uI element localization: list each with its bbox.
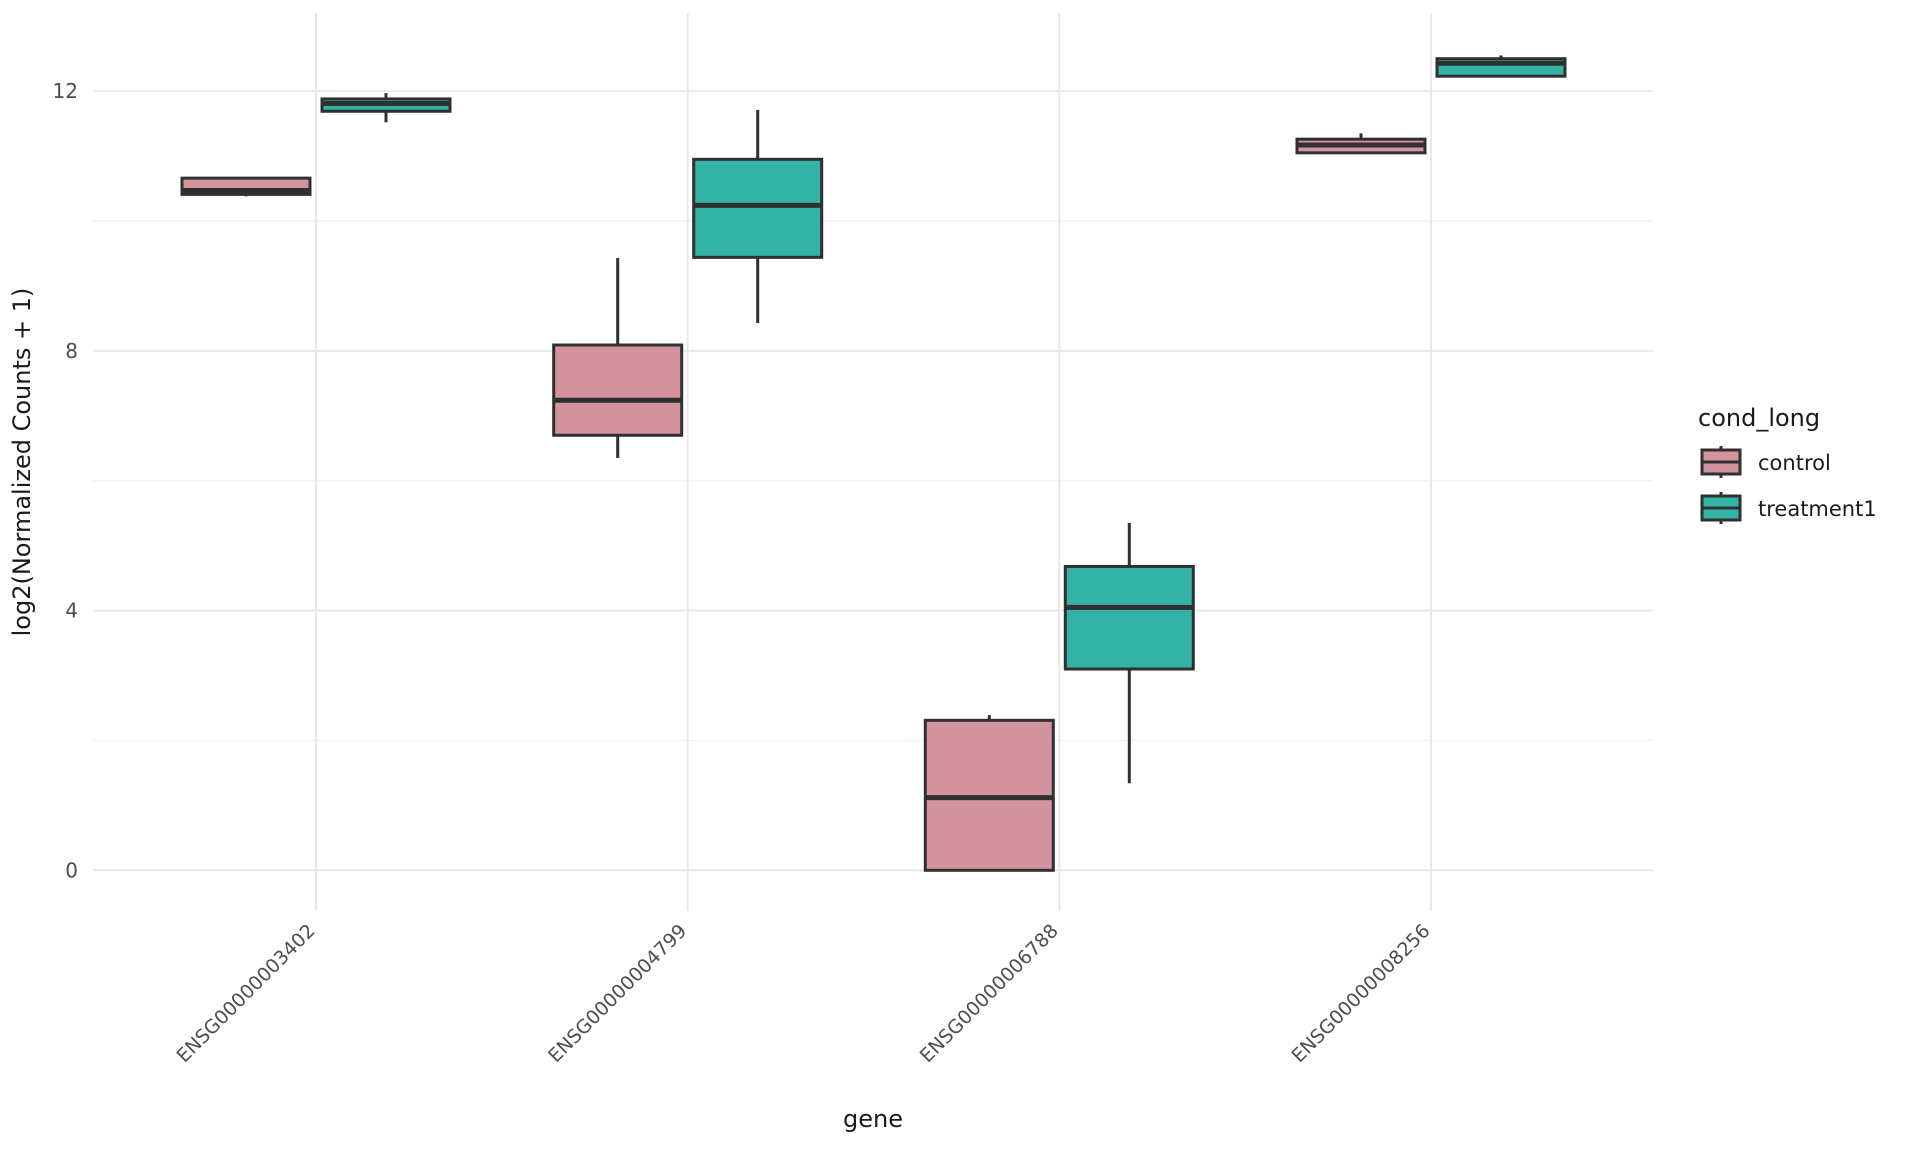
box-control-gene4 bbox=[1295, 133, 1427, 155]
box-control-gene2 bbox=[552, 258, 684, 458]
y-tick-label-4: 4 bbox=[65, 599, 78, 623]
y-tick-label-0: 0 bbox=[65, 858, 78, 882]
iqr-box bbox=[552, 343, 684, 437]
gridlines bbox=[93, 13, 1653, 911]
legend-entry-treatment1: treatment1 bbox=[1700, 492, 1877, 524]
legend-label-treatment1: treatment1 bbox=[1758, 497, 1877, 521]
box-treatment1-gene2 bbox=[692, 109, 824, 323]
boxplot-layer bbox=[180, 55, 1567, 872]
y-tick-label-8: 8 bbox=[65, 339, 78, 363]
box-control-gene1 bbox=[180, 176, 312, 197]
box-control-gene3 bbox=[923, 715, 1055, 872]
box-treatment1-gene3 bbox=[1063, 522, 1195, 784]
y-axis-tick-labels: 0 4 8 12 bbox=[53, 79, 78, 882]
x-axis-title: gene bbox=[843, 1105, 903, 1133]
legend-label-control: control bbox=[1758, 451, 1831, 475]
y-tick-label-12: 12 bbox=[53, 79, 78, 103]
legend-entry-control: control bbox=[1700, 446, 1831, 478]
iqr-box bbox=[1063, 564, 1195, 671]
y-axis-title: log2(Normalized Counts + 1) bbox=[8, 288, 36, 637]
box-treatment1-gene1 bbox=[320, 93, 452, 123]
legend-title: cond_long bbox=[1698, 404, 1820, 432]
iqr-box bbox=[692, 157, 824, 259]
box-treatment1-gene4 bbox=[1435, 55, 1567, 78]
